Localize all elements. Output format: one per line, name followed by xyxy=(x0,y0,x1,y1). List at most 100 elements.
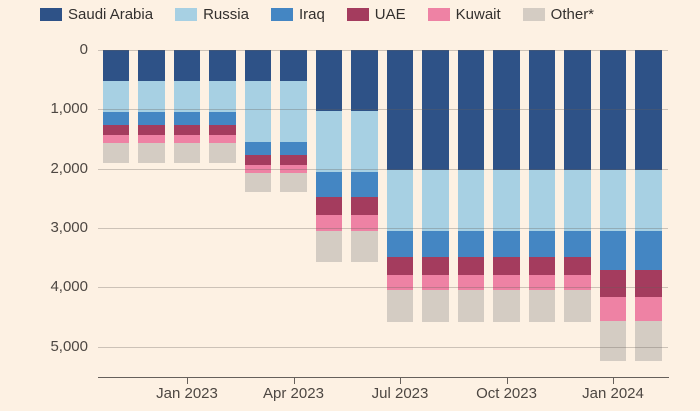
gridline xyxy=(98,168,668,170)
bar-segment-iraq xyxy=(315,171,343,198)
x-tick-label: Apr 2023 xyxy=(263,385,324,402)
bar-segment-saudi-arabia xyxy=(244,50,272,82)
bar-feb-2024 xyxy=(635,50,662,362)
x-axis-line xyxy=(98,377,669,378)
legend-item-russia: Russia xyxy=(175,7,249,22)
bar-segment-saudi-arabia xyxy=(386,50,414,171)
bar-segment-uae xyxy=(209,125,236,135)
bar-jun-2023 xyxy=(351,50,378,263)
legend-label: Iraq xyxy=(298,6,325,23)
x-tick-label: Jan 2024 xyxy=(582,385,644,402)
bar-segment-saudi-arabia xyxy=(635,50,662,171)
bar-segment-iraq xyxy=(351,171,378,198)
bar-nov-2023 xyxy=(528,50,556,322)
bar-segment-russia xyxy=(280,81,307,143)
bar-segment-kuwait xyxy=(244,164,272,173)
bar-segment-saudi-arabia xyxy=(209,50,236,82)
bar-jul-2023 xyxy=(386,50,414,322)
bar-segment-iraq xyxy=(138,112,165,126)
bar-segment-uae xyxy=(528,256,556,275)
bar-segment-uae xyxy=(599,269,627,298)
bar-segment-russia xyxy=(599,170,627,231)
bar-segment-saudi-arabia xyxy=(351,50,378,111)
bar-segment-iraq xyxy=(209,112,236,126)
bar-segment-iraq xyxy=(173,112,201,126)
bar-segment-iraq xyxy=(386,230,414,257)
bar-segment-kuwait xyxy=(493,274,520,291)
bar-segment-saudi-arabia xyxy=(564,50,591,171)
bar-segment-kuwait xyxy=(528,274,556,291)
x-tick-mark xyxy=(506,378,508,384)
y-tick-label: 4,000 xyxy=(50,278,88,296)
bar-segment-other xyxy=(635,321,662,362)
legend-item-iraq: Iraq xyxy=(270,6,325,23)
y-tick-label: 3,000 xyxy=(50,218,88,236)
legend-item-uae: UAE xyxy=(346,6,406,23)
bar-segment-uae xyxy=(635,269,662,298)
bar-segment-saudi-arabia xyxy=(599,50,627,171)
bar-segment-other xyxy=(386,290,414,322)
bar-segment-kuwait xyxy=(209,134,236,143)
bar-segment-other xyxy=(244,172,272,193)
legend-item-other: Other* xyxy=(522,7,594,22)
bar-segment-uae xyxy=(138,125,165,135)
bar-segment-kuwait xyxy=(315,215,343,231)
bar-segment-saudi-arabia xyxy=(102,50,130,82)
bar-segment-other xyxy=(138,142,165,163)
bar-segment-kuwait xyxy=(102,134,130,143)
bar-jan-2023 xyxy=(173,50,201,163)
bar-segment-saudi-arabia xyxy=(173,50,201,82)
x-tick-label: Jan 2023 xyxy=(156,385,218,402)
bar-segment-uae xyxy=(173,125,201,135)
bar-segment-uae xyxy=(422,256,449,275)
bar-segment-russia xyxy=(386,170,414,231)
bar-segment-other xyxy=(564,290,591,322)
bar-segment-saudi-arabia xyxy=(528,50,556,171)
legend-label: Saudi Arabia xyxy=(68,6,154,23)
bar-segment-uae xyxy=(564,256,591,275)
bar-segment-kuwait xyxy=(599,297,627,322)
bar-segment-uae xyxy=(315,197,343,216)
bar-segment-iraq xyxy=(564,230,591,257)
bar-segment-kuwait xyxy=(457,274,485,291)
bar-segment-other xyxy=(493,290,520,322)
gridline xyxy=(98,50,668,51)
bar-segment-other xyxy=(599,321,627,362)
bar-segment-russia xyxy=(315,110,343,172)
bar-segment-other xyxy=(315,230,343,263)
x-tick-label: Oct 2023 xyxy=(476,385,537,402)
bar-segment-kuwait xyxy=(422,274,449,291)
bar-segment-russia xyxy=(493,170,520,231)
bar-segment-russia xyxy=(138,81,165,113)
legend-label: UAE xyxy=(374,6,406,23)
bar-segment-uae xyxy=(280,155,307,165)
gridline xyxy=(98,287,668,289)
legend-item-kuwait: Kuwait xyxy=(427,7,501,22)
gridline xyxy=(98,227,668,229)
bar-segment-iraq xyxy=(599,230,627,270)
bar-segment-saudi-arabia xyxy=(457,50,485,171)
bar-segment-russia xyxy=(528,170,556,231)
bar-segment-saudi-arabia xyxy=(138,50,165,82)
bar-segment-saudi-arabia xyxy=(280,50,307,82)
legend-swatch-kuwait xyxy=(427,8,450,21)
bar-segment-iraq xyxy=(102,112,130,126)
bar-segment-uae xyxy=(244,155,272,165)
bar-segment-russia xyxy=(209,81,236,113)
bar-segment-uae xyxy=(457,256,485,275)
y-tick-label: 2,000 xyxy=(50,159,88,177)
bar-segment-other xyxy=(173,142,201,163)
bar-segment-other xyxy=(280,172,307,193)
bar-segment-russia xyxy=(351,110,378,172)
bar-oct-2023 xyxy=(493,50,520,322)
y-tick-label: 0 xyxy=(79,41,88,58)
legend-label: Russia xyxy=(203,6,249,23)
bar-segment-other xyxy=(351,230,378,263)
x-tick-label: Jul 2023 xyxy=(371,385,429,402)
bar-dec-2022 xyxy=(138,50,165,163)
bar-segment-iraq xyxy=(457,230,485,257)
bar-segment-iraq xyxy=(244,142,272,156)
bar-segment-saudi-arabia xyxy=(315,50,343,111)
bar-segment-other xyxy=(528,290,556,322)
bar-segment-russia xyxy=(635,170,662,231)
